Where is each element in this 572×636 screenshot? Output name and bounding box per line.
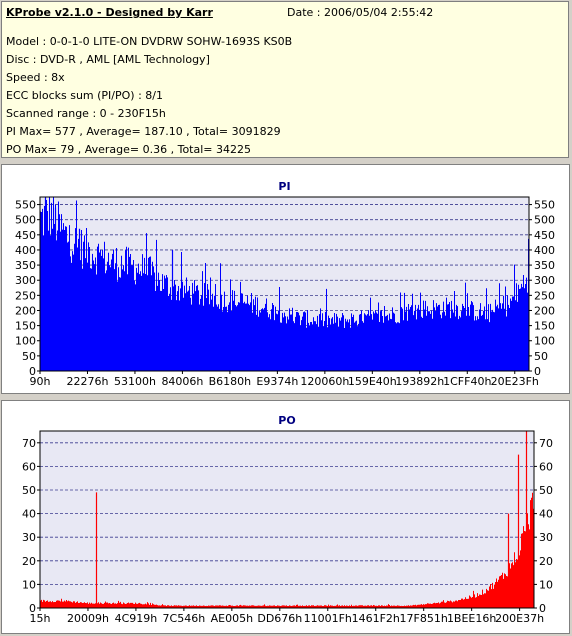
- pi-y-tick-label: 50: [22, 350, 36, 363]
- po-y-tick-label: 0: [29, 602, 36, 615]
- pi-y-tick-label: 150: [15, 320, 36, 333]
- pi-y-tick-label: 0: [29, 365, 36, 378]
- po-plot-area: [39, 430, 535, 609]
- pi-y-tick-label: 350: [15, 259, 36, 272]
- po-chart: PO 0 0 10 10 20 20 30 30 40 40 50 50 60 60 70 70 15h 20009…: [22, 414, 553, 625]
- pi-x-tick-label: 159E40h: [348, 375, 397, 388]
- info-panel: KProbe v2.1.0 - Designed by Karr Date : …: [1, 1, 569, 158]
- po-x-tick-label: 15h: [30, 612, 51, 625]
- po-x-tick-label: 1BEE16h: [447, 612, 496, 625]
- po-stats: PO Max= 79 , Average= 0.36 , Total= 3422…: [6, 143, 251, 156]
- app-title: KProbe v2.1.0 - Designed by Karr: [6, 6, 213, 19]
- po-x-tick-label: 7C546h: [163, 612, 206, 625]
- po-chart-title: PO: [278, 414, 295, 427]
- po-y-tick-label: 40: [22, 508, 36, 521]
- pi-x-tick-label: E9374h: [256, 375, 298, 388]
- pi-x-tick-label: 90h: [30, 375, 51, 388]
- pi-y-tick-label-right: 100: [534, 335, 555, 348]
- pi-x-tick-label: B6180h: [209, 375, 252, 388]
- po-series: [40, 431, 534, 608]
- po-y-tick-label-right: 30: [539, 531, 553, 544]
- po-x-tick-label: 4C919h: [115, 612, 158, 625]
- pi-y-tick-label-right: 50: [534, 350, 548, 363]
- scan-date: Date : 2006/05/04 2:55:42: [287, 6, 434, 19]
- pi-x-tick-label: 193892h: [395, 375, 444, 388]
- pi-y-tick-label: 550: [15, 199, 36, 212]
- pi-y-tick-label: 500: [15, 214, 36, 227]
- po-plot-frame: [39, 430, 535, 609]
- pi-y-tick-label-right: 300: [534, 274, 555, 287]
- po-x-tick-label: 1461F2h: [352, 612, 400, 625]
- scanned-range: Scanned range : 0 - 230F15h: [6, 107, 166, 120]
- po-y-tick-label: 70: [22, 437, 36, 450]
- pi-y-tick-label-right: 400: [534, 244, 555, 257]
- pi-y-tick-label: 300: [15, 274, 36, 287]
- po-x-tick-label: DD676h: [257, 612, 302, 625]
- ecc-blocks: ECC blocks sum (PI/PO) : 8/1: [6, 89, 163, 102]
- pi-x-tick-label: 53100h: [114, 375, 156, 388]
- pi-x-tick-label: 84006h: [161, 375, 203, 388]
- pi-y-tick-label-right: 500: [534, 214, 555, 227]
- po-y-tick-label: 20: [22, 555, 36, 568]
- drive-model: Model : 0-0-1-0 LITE-ON DVDRW SOHW-1693S…: [6, 35, 293, 48]
- pi-x-tick-label: 22276h: [66, 375, 108, 388]
- disc-type: Disc : DVD-R , AML [AML Technology]: [6, 53, 210, 66]
- pi-chart-panel: PI 0 0 50 50 100 100 150 150 200 200 250 250 300 300 35…: [1, 164, 570, 394]
- po-y-tick-label-right: 20: [539, 555, 553, 568]
- pi-series: [40, 197, 529, 371]
- pi-y-tick-label: 450: [15, 229, 36, 242]
- pi-y-tick-label-right: 150: [534, 320, 555, 333]
- po-x-tick-label: 200E37h: [495, 612, 544, 625]
- po-x-tick-label: AE005h: [211, 612, 253, 625]
- po-y-tick-label: 30: [22, 531, 36, 544]
- po-x-tick-label: 11001Fh: [304, 612, 352, 625]
- po-y-tick-label-right: 60: [539, 460, 553, 473]
- po-x-tick-label: 20009h: [67, 612, 109, 625]
- pi-y-tick-label-right: 200: [534, 304, 555, 317]
- po-y-tick-label: 60: [22, 460, 36, 473]
- po-x-tick-label: 17F851h: [400, 612, 448, 625]
- pi-y-tick-label: 250: [15, 289, 36, 302]
- po-y-tick-label-right: 10: [539, 578, 553, 591]
- pi-y-tick-label: 400: [15, 244, 36, 257]
- pi-stats: PI Max= 577 , Average= 187.10 , Total= 3…: [6, 125, 281, 138]
- pi-chart: PI 0 0 50 50 100 100 150 150 200 200 250 250 300 300 35…: [15, 180, 555, 388]
- pi-chart-title: PI: [278, 180, 290, 193]
- pi-y-tick-label: 100: [15, 335, 36, 348]
- po-y-tick-label-right: 40: [539, 508, 553, 521]
- pi-y-tick-label-right: 350: [534, 259, 555, 272]
- pi-x-tick-label: 20E23Fh: [491, 375, 539, 388]
- pi-y-tick-label-right: 450: [534, 229, 555, 242]
- pi-x-tick-label: 120060h: [300, 375, 349, 388]
- pi-x-tick-label: 1CFF40h: [443, 375, 491, 388]
- pi-y-tick-label-right: 250: [534, 289, 555, 302]
- pi-y-tick-label-right: 550: [534, 199, 555, 212]
- scan-speed: Speed : 8x: [6, 71, 65, 84]
- po-y-tick-label-right: 0: [539, 602, 546, 615]
- po-y-tick-label-right: 70: [539, 437, 553, 450]
- po-chart-panel: PO 0 0 10 10 20 20 30 30 40 40 50 50 60 60 70 70 15h 20009…: [1, 400, 570, 634]
- po-y-tick-label: 50: [22, 484, 36, 497]
- pi-y-tick-label-right: 0: [534, 365, 541, 378]
- po-y-tick-label-right: 50: [539, 484, 553, 497]
- pi-y-tick-label: 200: [15, 304, 36, 317]
- pi-plot-frame: [39, 196, 530, 372]
- po-y-tick-label: 10: [22, 578, 36, 591]
